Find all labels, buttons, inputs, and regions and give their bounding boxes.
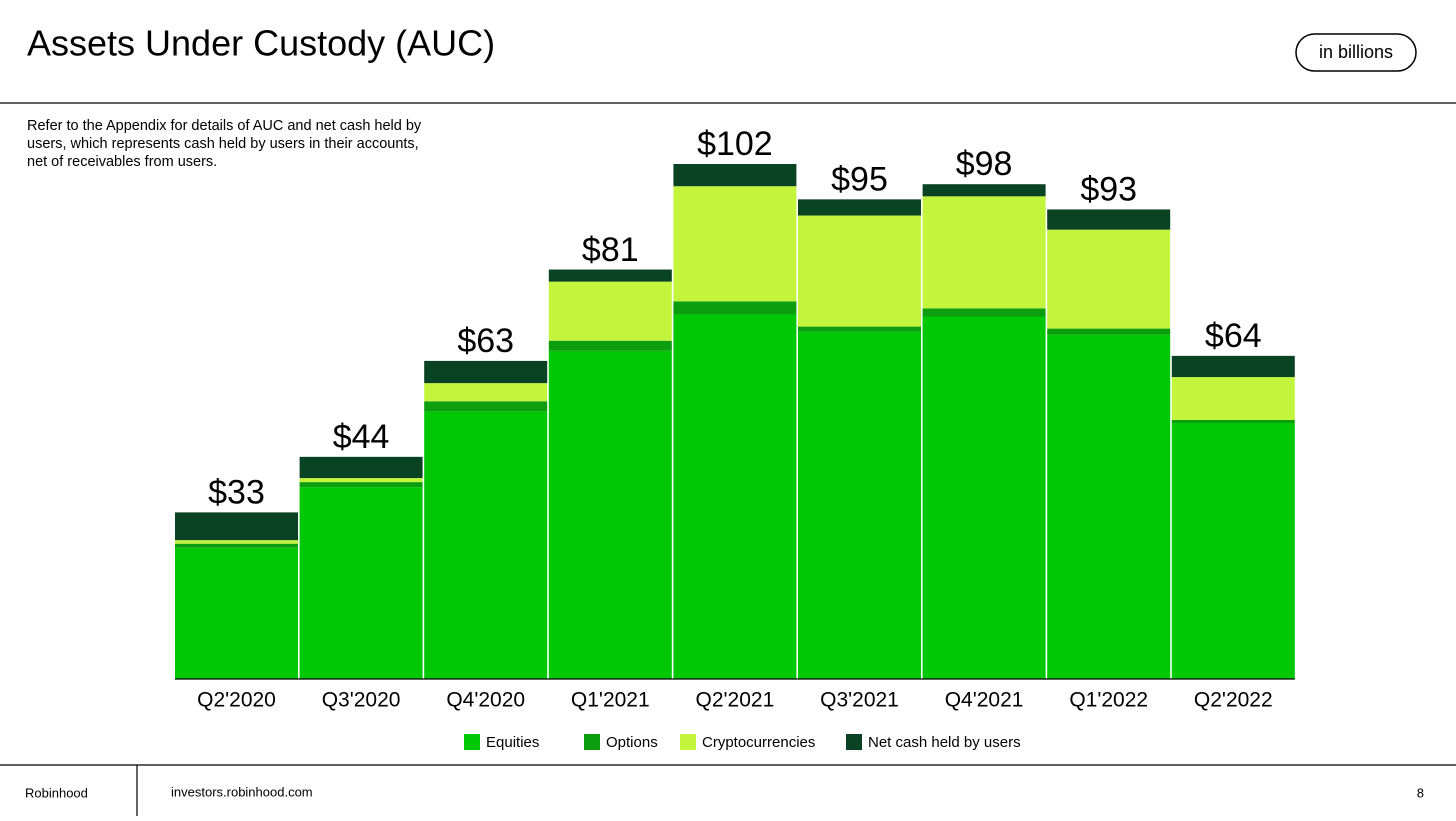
bar-segment: [798, 215, 921, 327]
bar-segment: [1171, 419, 1295, 424]
page-number: 8: [1417, 785, 1424, 800]
bar-segment: [1047, 334, 1171, 679]
bar-segment: [299, 482, 423, 488]
bar-segment: [548, 281, 672, 341]
x-tick-label: Q4'2021: [945, 689, 1024, 712]
bar-segment: [299, 456, 423, 479]
total-label: $95: [831, 160, 888, 198]
bar-segment: [424, 360, 548, 384]
note-line: users, which represents cash held by use…: [27, 136, 419, 152]
legend-swatch: [680, 734, 696, 750]
bar-segment: [922, 196, 1046, 309]
bar-segment: [424, 411, 548, 679]
bar-segment: [798, 199, 921, 216]
bar-segment: [673, 314, 797, 679]
legend-swatch: [846, 734, 862, 750]
bar-segment: [922, 308, 1046, 317]
bar-segment: [175, 540, 298, 544]
bar-segment: [548, 350, 672, 679]
bar-segment: [299, 487, 423, 679]
bar-segment: [1047, 328, 1171, 335]
total-label: $63: [457, 322, 514, 360]
plot: $33 Q2'2020 $44 Q3'2020 $63 Q4'2020 $81 Q1'2021…: [175, 125, 1295, 751]
title: Assets Under Custody (AUC): [27, 23, 495, 64]
x-tick-label: Q1'2022: [1069, 689, 1148, 712]
brand: Robinhood: [25, 785, 88, 800]
legend-label: Cryptocurrencies: [702, 734, 815, 751]
total-label: $44: [333, 418, 390, 456]
total-label: $81: [582, 231, 639, 269]
bar-segment: [175, 547, 298, 679]
bar-segment: [673, 186, 797, 302]
x-tick-label: Q2'2021: [696, 689, 775, 712]
bar-segment: [922, 184, 1046, 197]
bar-segment: [798, 326, 921, 332]
legend-label: Net cash held by users: [868, 734, 1021, 751]
bar-segment: [299, 478, 423, 483]
total-label: $102: [697, 125, 773, 163]
x-tick-label: Q3'2020: [322, 689, 401, 712]
x-tick-label: Q4'2020: [446, 689, 525, 712]
bar-segment: [548, 340, 672, 351]
badge-border: [1295, 33, 1417, 72]
legend-swatch: [584, 734, 600, 750]
bar-segment: [1171, 355, 1295, 378]
x-tick-label: Q1'2021: [571, 689, 650, 712]
bar-segment: [673, 164, 797, 187]
x-tick-label: Q2'2022: [1194, 689, 1273, 712]
bar-segment: [798, 331, 921, 679]
total-label: $98: [956, 145, 1013, 183]
legend-swatch: [464, 734, 480, 750]
bar-segment: [1171, 423, 1295, 679]
legend-label: Equities: [486, 734, 539, 751]
x-tick-label: Q3'2021: [820, 689, 899, 712]
bar-segment: [175, 543, 298, 548]
legend-label: Options: [606, 734, 658, 751]
total-label: $33: [208, 473, 265, 511]
bar-segment: [424, 401, 548, 412]
note-line: Refer to the Appendix for details of AUC…: [27, 118, 422, 134]
total-label: $64: [1205, 317, 1262, 355]
note-line: net of receivables from users.: [27, 154, 217, 170]
badge: in billions: [1319, 42, 1393, 62]
bar-segment: [673, 301, 797, 315]
bar-segment: [1047, 229, 1171, 329]
bar-segment: [548, 269, 672, 282]
x-tick-label: Q2'2020: [197, 689, 276, 712]
bar-segment: [175, 512, 298, 541]
bar-segment: [1047, 209, 1171, 230]
footer-url: investors.robinhood.com: [171, 784, 313, 799]
bar-segment: [922, 316, 1046, 679]
bar-segment: [1171, 377, 1295, 420]
total-label: $93: [1080, 170, 1137, 208]
bar-segment: [424, 383, 548, 402]
